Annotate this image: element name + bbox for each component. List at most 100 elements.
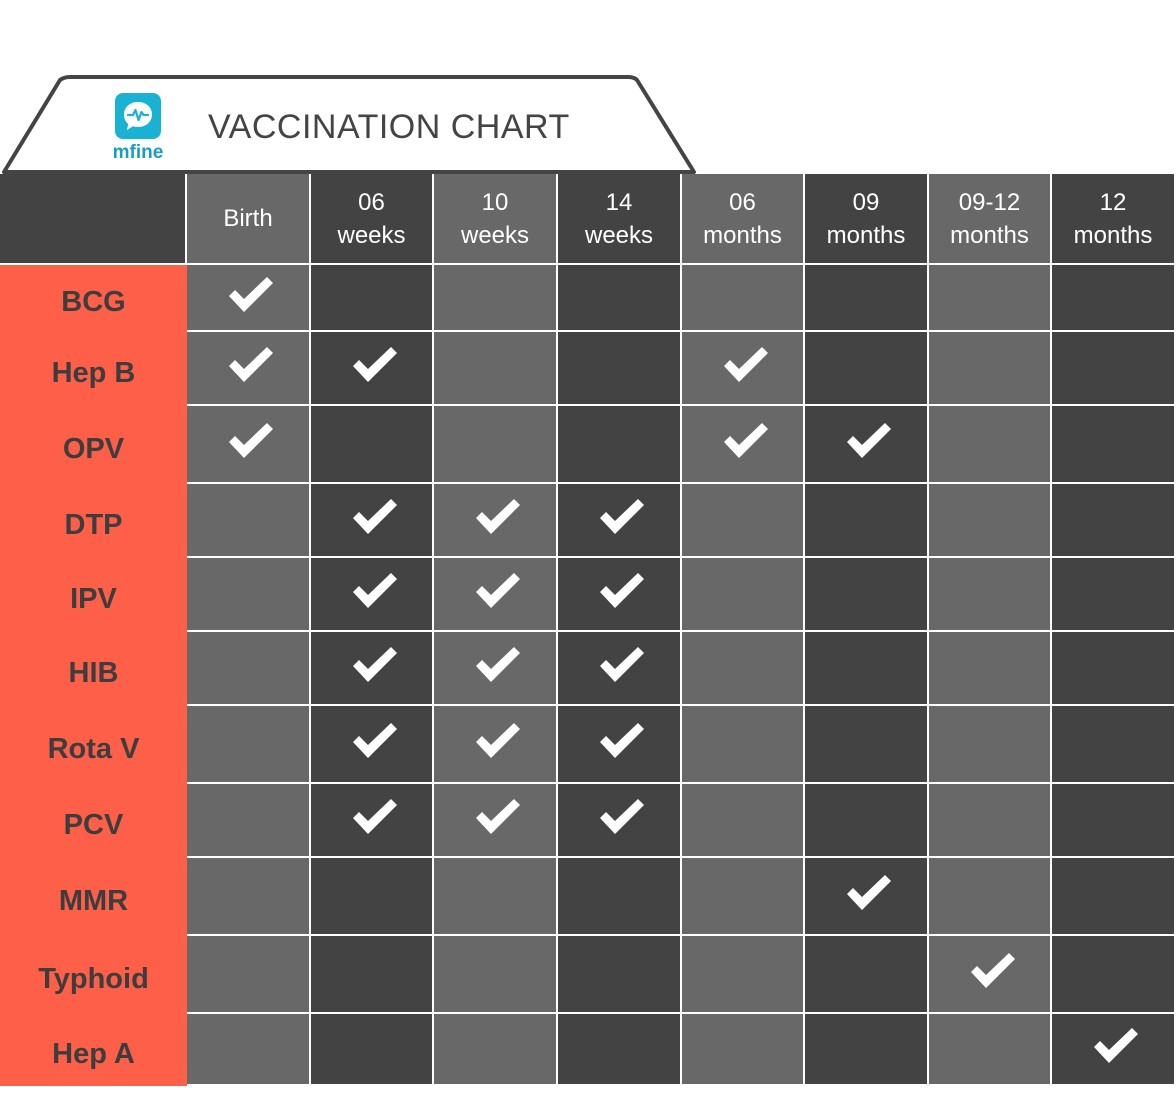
- header-corner-cell: [0, 174, 185, 263]
- check-icon: [476, 573, 520, 608]
- row-label: Hep A: [0, 1014, 187, 1086]
- table-cell: [682, 558, 803, 630]
- table-cell: [805, 858, 927, 934]
- table-cell: [1052, 784, 1174, 856]
- row-label: BCG: [0, 265, 187, 332]
- table-cell: [929, 406, 1050, 482]
- table-cell: [311, 265, 432, 330]
- table-cell: [434, 558, 556, 630]
- table-cell: [1052, 558, 1174, 630]
- table-cell: [929, 265, 1050, 330]
- check-icon: [353, 799, 397, 834]
- table-cell: [682, 332, 803, 404]
- check-icon: [600, 499, 644, 534]
- check-icon: [353, 723, 397, 758]
- table-cell: [929, 784, 1050, 856]
- table-cell: [187, 406, 309, 482]
- table-cell: [805, 332, 927, 404]
- table-cell: [558, 265, 680, 330]
- table-cell: [682, 406, 803, 482]
- table-cell: [558, 706, 680, 782]
- check-icon: [847, 875, 891, 910]
- column-header: 06 months: [682, 174, 803, 263]
- check-icon: [229, 423, 273, 458]
- table-cell: [187, 484, 309, 556]
- row-label: HIB: [0, 632, 187, 706]
- row-label: Hep B: [0, 332, 187, 406]
- check-icon: [353, 573, 397, 608]
- table-cell: [311, 1014, 432, 1084]
- table-cell: [558, 406, 680, 482]
- table-cell: [805, 1014, 927, 1084]
- check-icon: [476, 723, 520, 758]
- row-label: IPV: [0, 558, 187, 632]
- column-header: 14 weeks: [558, 174, 680, 263]
- table-cell: [558, 936, 680, 1012]
- table-cell: [187, 558, 309, 630]
- table-cell: [1052, 406, 1174, 482]
- table-cell: [434, 784, 556, 856]
- table-cell: [682, 858, 803, 934]
- table-cell: [929, 858, 1050, 934]
- table-cell: [1052, 632, 1174, 704]
- check-icon: [476, 499, 520, 534]
- table-cell: [311, 332, 432, 404]
- check-icon: [600, 647, 644, 682]
- table-cell: [311, 784, 432, 856]
- check-icon: [476, 799, 520, 834]
- chart-title: VACCINATION CHART: [208, 108, 570, 146]
- table-cell: [1052, 484, 1174, 556]
- table-cell: [1052, 706, 1174, 782]
- table-cell: [311, 406, 432, 482]
- row-label: DTP: [0, 484, 187, 558]
- check-icon: [724, 347, 768, 382]
- table-cell: [682, 706, 803, 782]
- row-label: PCV: [0, 784, 187, 858]
- table-cell: [805, 406, 927, 482]
- column-header: Birth: [187, 174, 309, 263]
- table-cell: [311, 632, 432, 704]
- table-cell: [929, 484, 1050, 556]
- check-icon: [353, 347, 397, 382]
- check-icon: [229, 347, 273, 382]
- column-header: 10 weeks: [434, 174, 556, 263]
- table-cell: [187, 265, 309, 330]
- column-header: 12 months: [1052, 174, 1174, 263]
- check-icon: [353, 499, 397, 534]
- title-tab: [2, 75, 696, 174]
- table-cell: [558, 784, 680, 856]
- row-label: Rota V: [0, 706, 187, 784]
- table-cell: [187, 706, 309, 782]
- table-cell: [805, 265, 927, 330]
- table-cell: [187, 632, 309, 704]
- table-cell: [434, 936, 556, 1012]
- chat-heartbeat-icon: [124, 102, 152, 130]
- table-cell: [187, 332, 309, 404]
- table-cell: [682, 1014, 803, 1084]
- table-cell: [805, 632, 927, 704]
- check-icon: [600, 799, 644, 834]
- table-cell: [805, 936, 927, 1012]
- table-cell: [682, 265, 803, 330]
- table-cell: [805, 484, 927, 556]
- column-header: 06 weeks: [311, 174, 432, 263]
- check-icon: [847, 423, 891, 458]
- check-icon: [1094, 1028, 1138, 1063]
- table-cell: [434, 858, 556, 934]
- column-header: 09 months: [805, 174, 927, 263]
- table-cell: [1052, 265, 1174, 330]
- table-cell: [558, 858, 680, 934]
- check-icon: [600, 573, 644, 608]
- table-cell: [682, 484, 803, 556]
- table-cell: [187, 1014, 309, 1084]
- table-cell: [558, 1014, 680, 1084]
- check-icon: [353, 647, 397, 682]
- table-cell: [311, 936, 432, 1012]
- check-icon: [229, 277, 273, 312]
- table-cell: [434, 1014, 556, 1084]
- column-header: 09-12 months: [929, 174, 1050, 263]
- table-cell: [805, 558, 927, 630]
- table-cell: [1052, 858, 1174, 934]
- table-cell: [434, 632, 556, 704]
- table-cell: [311, 484, 432, 556]
